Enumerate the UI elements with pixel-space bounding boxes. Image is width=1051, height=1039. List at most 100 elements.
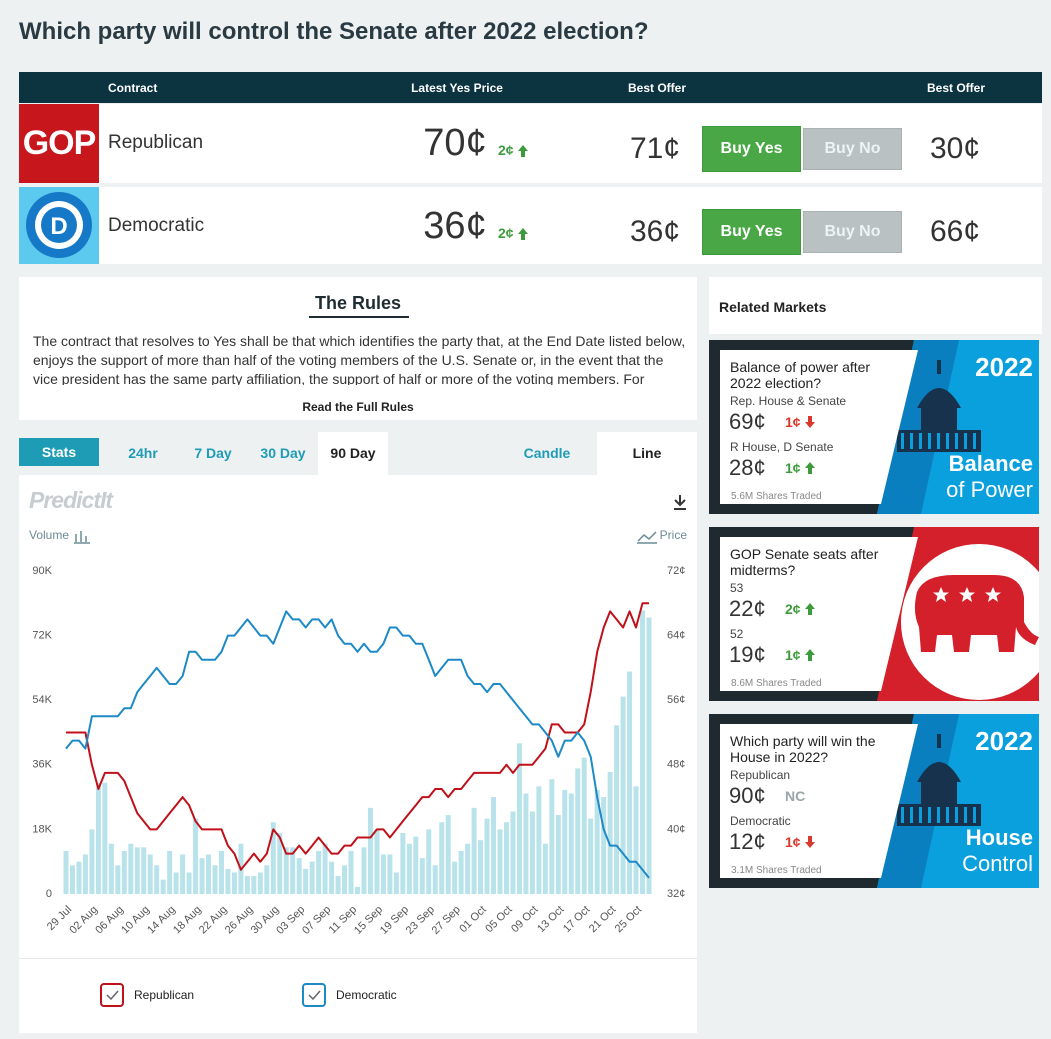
volume-bar — [452, 861, 458, 894]
volume-bar — [257, 872, 263, 894]
x-tick-label: 09 Oct — [509, 904, 540, 935]
volume-bar — [497, 829, 503, 894]
volume-bar — [316, 850, 322, 894]
contract-change: 1¢ — [785, 414, 801, 430]
volume-bar — [108, 843, 114, 894]
contract-change: NC — [785, 788, 806, 804]
shares-traded: 3.1M Shares Traded — [731, 865, 822, 876]
market-card[interactable]: Balance of power after 2022 election? Rep… — [709, 340, 1039, 514]
logo-text: GOP — [22, 124, 97, 162]
volume-bar — [542, 843, 548, 894]
volume-bar — [89, 829, 95, 894]
volume-bar — [523, 793, 529, 894]
capitol-dome — [917, 762, 961, 782]
legend-item[interactable]: Republican — [100, 983, 280, 1007]
arrow-shape — [518, 145, 528, 157]
volume-bar — [342, 865, 348, 894]
change-arrow — [805, 603, 815, 615]
price-label: Price — [660, 528, 688, 542]
capitol-spire — [937, 734, 941, 748]
contract-label: Rep. House & Senate — [730, 394, 847, 408]
x-tick-label: 10 Aug — [119, 904, 152, 937]
market-question: Which party will win the House in 2022? — [730, 733, 876, 765]
tab[interactable]: 24hr — [128, 445, 158, 461]
tab[interactable]: Candle — [523, 445, 571, 461]
volume-bar — [63, 850, 69, 894]
rules-underline — [309, 316, 409, 318]
contract-label: 52 — [730, 627, 744, 641]
tab[interactable]: Stats — [19, 438, 99, 466]
volume-bar — [322, 843, 328, 894]
volume-bar — [484, 818, 490, 894]
contract-change: 1¢ — [785, 834, 801, 850]
volume-bar — [329, 861, 335, 894]
volume-bar — [134, 847, 140, 894]
read-rules-link[interactable]: Read the Full Rules — [302, 400, 414, 414]
capitol-spire — [937, 360, 941, 374]
volume-bar — [335, 876, 341, 894]
volume-bar — [231, 872, 237, 894]
capitol-column — [937, 433, 940, 449]
capitol-column — [901, 433, 904, 449]
volume-bar — [406, 843, 412, 894]
contract-change: 1¢ — [785, 647, 801, 663]
volume-bar — [212, 865, 218, 894]
volume-bar — [562, 789, 568, 894]
change-arrow — [518, 145, 528, 157]
x-tick-label: 26 Aug — [223, 904, 256, 937]
legend-box — [100, 983, 124, 1007]
chart-logo: PredictIt — [29, 487, 114, 513]
market-card[interactable]: Which party will win the House in 2022? R… — [709, 714, 1039, 888]
buy-yes-button[interactable]: Buy Yes — [702, 209, 801, 255]
volume-bar — [432, 865, 438, 894]
volume-label: Volume — [29, 528, 69, 542]
legend-check — [308, 990, 321, 1001]
card-background — [709, 714, 1039, 888]
legend-box — [302, 983, 326, 1007]
tab[interactable]: 30 Day — [260, 445, 306, 461]
card-background — [709, 527, 1039, 701]
price-line — [66, 602, 649, 871]
volume-bar — [218, 850, 224, 894]
capitol-column — [901, 807, 904, 823]
tab[interactable]: Line — [597, 432, 697, 475]
buy-no-button[interactable]: Buy No — [803, 128, 902, 170]
volume-bar — [503, 822, 509, 894]
volume-bar — [601, 797, 607, 894]
volume-bar — [141, 847, 147, 894]
party-logo: GOP — [19, 104, 99, 183]
volume-bar — [646, 617, 652, 894]
volume-bar — [575, 768, 581, 894]
contract-price: 22¢ — [729, 596, 766, 621]
banner-text: of Power — [946, 477, 1033, 502]
banner-text: Control — [962, 851, 1033, 876]
arrow-shape — [805, 416, 815, 428]
volume-bar — [393, 872, 399, 894]
volume-bar — [465, 843, 471, 894]
volume-bar — [102, 782, 108, 894]
latest-price: 36¢ — [423, 205, 487, 247]
latest-price: 70¢ — [423, 122, 487, 164]
rules-title: The Rules — [314, 293, 402, 313]
contract-name: Republican — [108, 132, 204, 153]
x-tick-label: 06 Aug — [93, 904, 126, 937]
change-arrow — [805, 416, 815, 428]
volume-bar — [387, 854, 393, 894]
tab[interactable]: 7 Day — [194, 445, 232, 461]
banner-shade — [877, 340, 959, 514]
logo-dot — [41, 207, 77, 243]
volume-bar — [193, 818, 199, 894]
best-offer-yes: 36¢ — [629, 215, 681, 248]
change-arrow — [805, 836, 815, 848]
volume-bar — [244, 876, 250, 894]
y-tick-label: 72K — [32, 630, 52, 642]
buy-no-button[interactable]: Buy No — [803, 211, 902, 253]
buy-yes-button[interactable]: Buy Yes — [702, 126, 801, 172]
legend-checkbox — [100, 983, 124, 1007]
volume-bar — [478, 840, 484, 894]
market-card[interactable]: GOP Senate seats after midterms? 53 22¢ 2¢ 5… — [709, 527, 1039, 701]
volume-bar — [529, 811, 535, 894]
y-tick-label: 54K — [32, 694, 52, 706]
legend-item[interactable]: Democratic — [302, 983, 482, 1007]
tab[interactable]: 90 Day — [318, 432, 388, 475]
